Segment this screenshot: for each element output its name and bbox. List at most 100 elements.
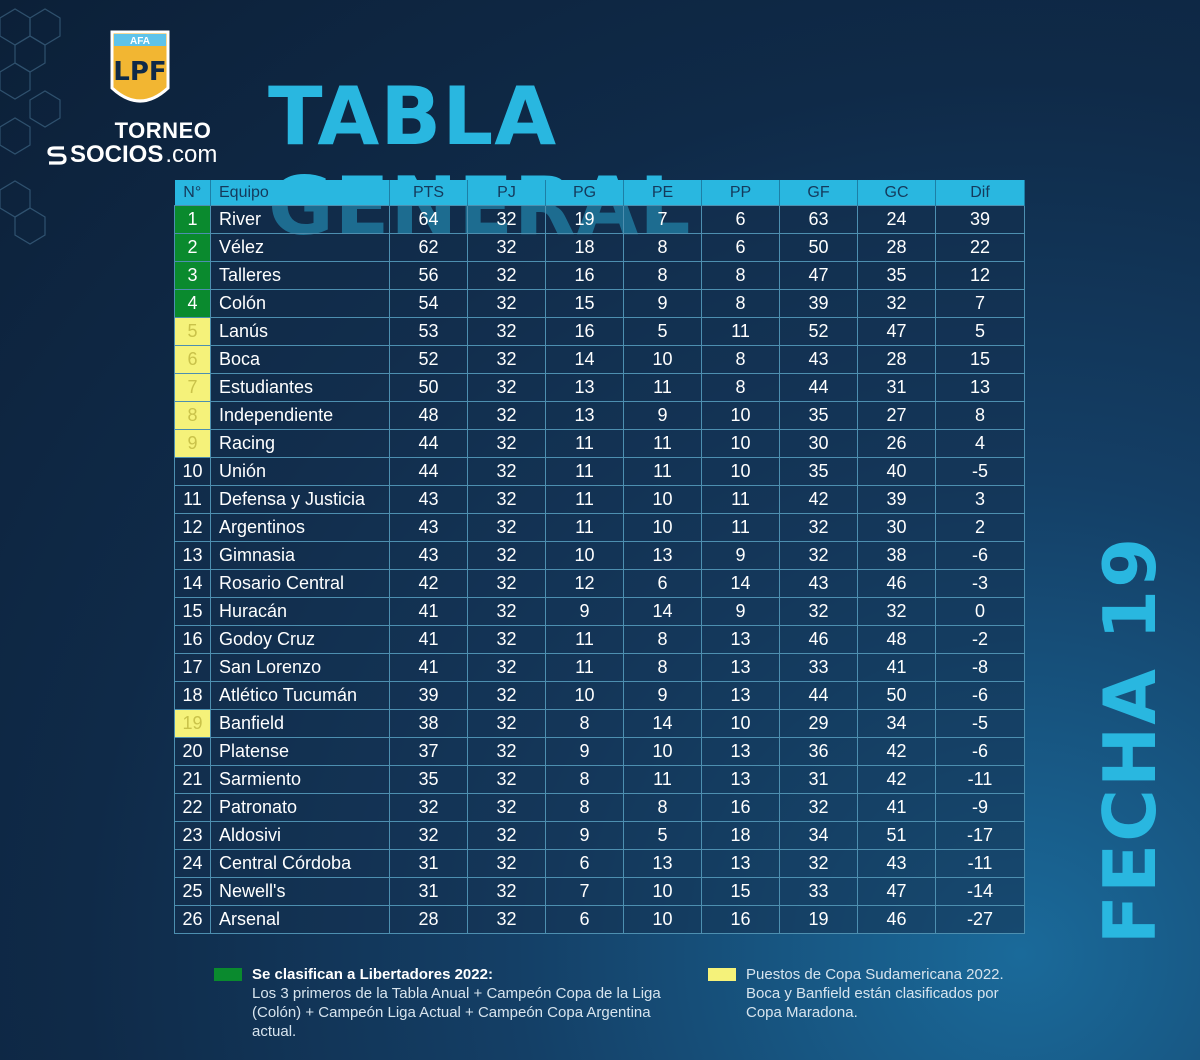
- pts-cell: 44: [389, 457, 468, 486]
- pts-cell: 41: [389, 597, 468, 626]
- team-name-cell: Godoy Cruz: [210, 625, 390, 654]
- team-name-cell: Rosario Central: [210, 569, 390, 598]
- team-name-cell: Newell's: [210, 877, 390, 906]
- gf-cell: 44: [779, 373, 858, 402]
- gf-cell: 43: [779, 345, 858, 374]
- gf-cell: 50: [779, 233, 858, 262]
- pe-cell: 8: [623, 261, 702, 290]
- pp-cell: 11: [701, 317, 780, 346]
- pts-cell: 48: [389, 401, 468, 430]
- pe-cell: 5: [623, 317, 702, 346]
- pe-cell: 9: [623, 289, 702, 318]
- team-name-cell: Talleres: [210, 261, 390, 290]
- pg-cell: 19: [545, 205, 624, 234]
- gc-cell: 28: [857, 345, 936, 374]
- pp-cell: 6: [701, 205, 780, 234]
- table-row: 1 River 64 32 19 7 6 63 24 39: [174, 205, 1025, 234]
- table-row: 19 Banfield 38 32 8 14 10 29 34 -5: [174, 709, 1025, 738]
- dif-cell: -9: [935, 793, 1025, 822]
- pj-cell: 32: [467, 289, 546, 318]
- team-name-cell: Aldosivi: [210, 821, 390, 850]
- pts-cell: 53: [389, 317, 468, 346]
- position-cell: 16: [174, 625, 211, 654]
- table-row: 7 Estudiantes 50 32 13 11 8 44 31 13: [174, 373, 1025, 402]
- pe-cell: 13: [623, 849, 702, 878]
- gf-cell: 30: [779, 429, 858, 458]
- socios-s-icon: [47, 146, 67, 165]
- pg-cell: 11: [545, 653, 624, 682]
- pe-cell: 10: [623, 513, 702, 542]
- pe-cell: 10: [623, 877, 702, 906]
- pg-cell: 7: [545, 877, 624, 906]
- pp-cell: 14: [701, 569, 780, 598]
- column-header: PE: [623, 180, 702, 206]
- pe-cell: 13: [623, 541, 702, 570]
- pj-cell: 32: [467, 625, 546, 654]
- position-cell: 10: [174, 457, 211, 486]
- gf-cell: 33: [779, 653, 858, 682]
- pe-cell: 8: [623, 233, 702, 262]
- pj-cell: 32: [467, 345, 546, 374]
- dif-cell: 3: [935, 485, 1025, 514]
- pp-cell: 13: [701, 765, 780, 794]
- gc-cell: 31: [857, 373, 936, 402]
- pts-cell: 54: [389, 289, 468, 318]
- position-cell: 17: [174, 653, 211, 682]
- pg-cell: 9: [545, 737, 624, 766]
- table-row: 15 Huracán 41 32 9 14 9 32 32 0: [174, 597, 1025, 626]
- table-row: 18 Atlético Tucumán 39 32 10 9 13 44 50 -6: [174, 681, 1025, 710]
- team-name-cell: Lanús: [210, 317, 390, 346]
- pj-cell: 32: [467, 233, 546, 262]
- dif-cell: -27: [935, 905, 1025, 934]
- pp-cell: 10: [701, 457, 780, 486]
- table-header-row: N° Equipo PTS PJ PG PE PP GF GC Dif: [174, 180, 1025, 206]
- pj-cell: 32: [467, 429, 546, 458]
- gf-cell: 32: [779, 849, 858, 878]
- socios-wordmark: SOCIOS .com: [46, 141, 236, 169]
- fecha-label: FECHA 19: [1088, 535, 1173, 945]
- libertadores-swatch: [214, 968, 242, 981]
- position-cell: 21: [174, 765, 211, 794]
- column-header: GF: [779, 180, 858, 206]
- pg-cell: 11: [545, 457, 624, 486]
- dif-cell: -14: [935, 877, 1025, 906]
- pj-cell: 32: [467, 261, 546, 290]
- team-name-cell: Argentinos: [210, 513, 390, 542]
- pg-cell: 13: [545, 401, 624, 430]
- gf-cell: 35: [779, 457, 858, 486]
- torneo-socios-logo: AFA LPF TORNEO SOCIOS .com: [40, 28, 230, 168]
- table-row: 10 Unión 44 32 11 11 10 35 40 -5: [174, 457, 1025, 486]
- position-cell: 7: [174, 373, 211, 402]
- pg-cell: 11: [545, 513, 624, 542]
- position-cell: 1: [174, 205, 211, 234]
- position-cell: 15: [174, 597, 211, 626]
- pts-cell: 43: [389, 513, 468, 542]
- lpf-shield-icon: AFA LPF: [110, 30, 170, 103]
- pe-cell: 14: [623, 709, 702, 738]
- table-row: 8 Independiente 48 32 13 9 10 35 27 8: [174, 401, 1025, 430]
- pg-cell: 9: [545, 821, 624, 850]
- position-cell: 9: [174, 429, 211, 458]
- pts-cell: 44: [389, 429, 468, 458]
- pts-cell: 62: [389, 233, 468, 262]
- dif-cell: -6: [935, 541, 1025, 570]
- dif-cell: -11: [935, 765, 1025, 794]
- dif-cell: 12: [935, 261, 1025, 290]
- pts-cell: 39: [389, 681, 468, 710]
- pp-cell: 16: [701, 905, 780, 934]
- legend-libertadores: Se clasifican a Libertadores 2022: Los 3…: [214, 965, 664, 1041]
- pj-cell: 32: [467, 709, 546, 738]
- pg-cell: 8: [545, 709, 624, 738]
- gc-cell: 50: [857, 681, 936, 710]
- gc-cell: 51: [857, 821, 936, 850]
- table-row: 22 Patronato 32 32 8 8 16 32 41 -9: [174, 793, 1025, 822]
- pp-cell: 13: [701, 849, 780, 878]
- pe-cell: 10: [623, 345, 702, 374]
- hexagon-pattern-decoration: [0, 8, 61, 245]
- table-row: 26 Arsenal 28 32 6 10 16 19 46 -27: [174, 905, 1025, 934]
- pg-cell: 8: [545, 793, 624, 822]
- position-cell: 13: [174, 541, 211, 570]
- column-header: PJ: [467, 180, 546, 206]
- pg-cell: 11: [545, 625, 624, 654]
- pj-cell: 32: [467, 849, 546, 878]
